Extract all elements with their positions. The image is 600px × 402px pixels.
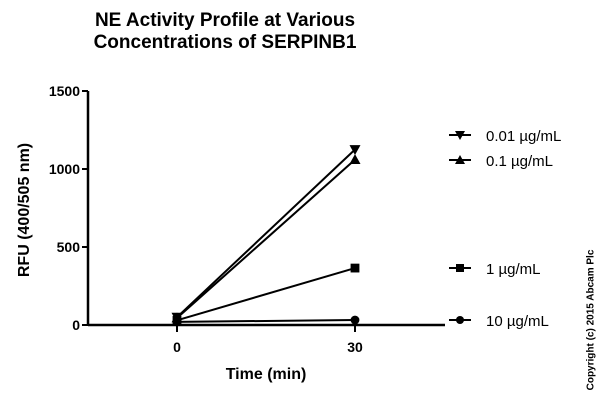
y-tick-label: 1500 xyxy=(49,83,80,99)
series-line xyxy=(176,267,356,322)
circle-marker-icon xyxy=(172,317,182,327)
circle-legend-icon xyxy=(456,316,464,324)
triangle-down-legend-icon xyxy=(455,131,465,140)
x-tick-label: 30 xyxy=(347,339,363,355)
x-tick-label: 0 xyxy=(173,339,181,355)
legend-label: 1 µg/mL xyxy=(486,261,541,278)
legend-label: 0.1 µg/mL xyxy=(486,153,553,170)
chart-title-line-1: NE Activity Profile at Various xyxy=(94,10,356,31)
circle-marker-icon xyxy=(350,315,360,325)
series-line xyxy=(176,319,356,323)
series-line xyxy=(176,158,356,319)
y-tick-label: 1000 xyxy=(49,161,80,177)
y-tick-label: 0 xyxy=(72,317,80,333)
triangle-up-legend-icon xyxy=(455,155,465,164)
legend-label: 0.01 µg/mL xyxy=(486,128,561,145)
square-marker-icon xyxy=(350,263,360,273)
legend-label: 10 µg/mL xyxy=(486,313,549,330)
series-line xyxy=(176,148,356,318)
x-axis-label: Time (min) xyxy=(225,366,307,383)
chart-title-line-2: Concentrations of SERPINB1 xyxy=(93,32,357,53)
y-tick-label: 500 xyxy=(57,239,81,255)
chart-title: NE Activity Profile at Various Concentra… xyxy=(60,10,390,54)
triangle-up-marker-icon xyxy=(349,154,361,165)
triangle-down-marker-icon xyxy=(349,145,361,155)
square-legend-icon xyxy=(456,264,464,272)
